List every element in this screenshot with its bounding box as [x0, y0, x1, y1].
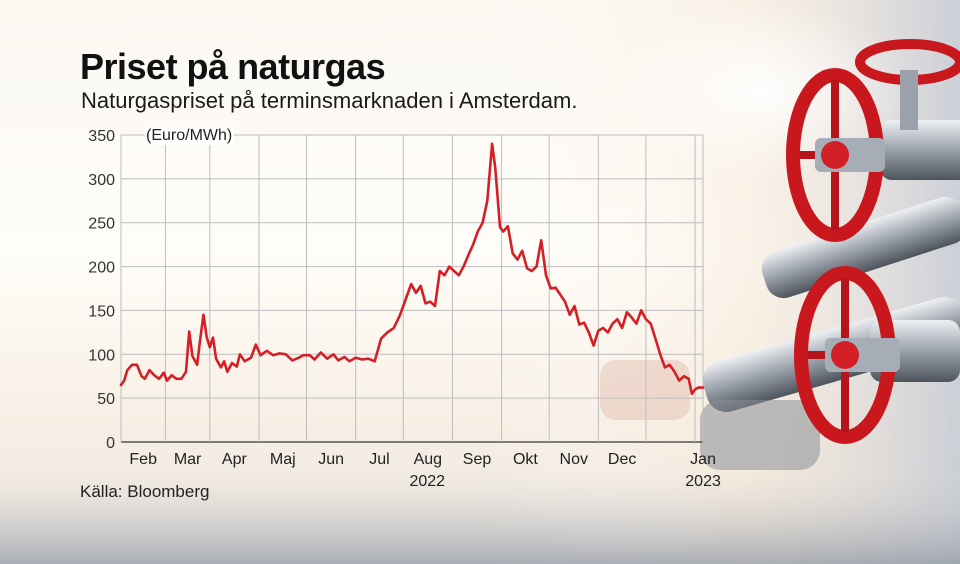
y-tick-label: 150 [88, 303, 115, 320]
y-tick-label: 100 [88, 347, 115, 364]
x-tick-label: Nov [560, 451, 588, 468]
y-tick-label: 50 [97, 391, 115, 408]
gridlines [120, 134, 704, 443]
y-axis-ticks: 0 50 100 150 200 250 300 350 [88, 128, 115, 452]
price-series-line [119, 142, 705, 396]
x-year-label: 2023 [685, 473, 721, 490]
y-tick-label: 300 [88, 172, 115, 189]
chart-title: Priset på naturgas [80, 46, 386, 87]
x-tick-label: Aug [414, 451, 442, 468]
x-tick-label: Mar [174, 451, 202, 468]
x-tick-label: Maj [270, 451, 296, 468]
y-tick-label: 250 [88, 216, 115, 233]
y-tick-label: 350 [88, 128, 115, 145]
x-tick-label: Sep [463, 451, 492, 468]
y-tick-label: 200 [88, 260, 115, 277]
chart-subtitle: Naturgaspriset på terminsmarknaden i Ams… [81, 88, 578, 113]
source-label: Källa: Bloomberg [80, 482, 210, 501]
x-year-label: 2022 [409, 473, 445, 490]
unit-label: (Euro/MWh) [144, 127, 235, 145]
x-tick-label: Feb [129, 451, 157, 468]
y-tick-label: 0 [106, 435, 115, 452]
x-axis-ticks: Feb Mar Apr Maj Jun Jul Aug Sep Okt Nov Dec Jan 2022… [129, 451, 721, 490]
x-tick-label: Jan [690, 451, 716, 468]
x-tick-label: Jun [318, 451, 344, 468]
x-tick-label: Okt [513, 451, 538, 468]
x-tick-label: Apr [222, 451, 248, 468]
x-tick-label: Dec [608, 451, 636, 468]
x-tick-label: Jul [369, 451, 389, 468]
